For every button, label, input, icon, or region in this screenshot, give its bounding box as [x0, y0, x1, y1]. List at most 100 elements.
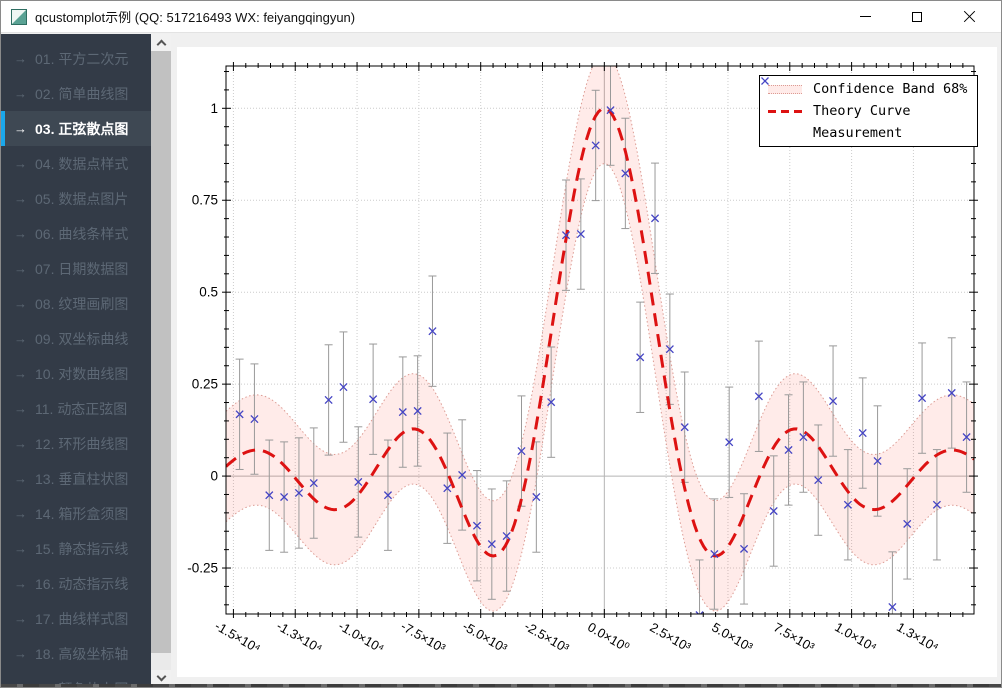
arrow-right-icon: →	[14, 611, 27, 626]
sidebar-item-label: 18. 高级坐标轴	[35, 645, 129, 662]
chart-legend: Confidence Band 68% Theory Curve Measureme…	[759, 75, 979, 147]
svg-text:-7.5×10³: -7.5×10³	[398, 618, 448, 656]
scroll-up-button[interactable]	[151, 34, 171, 51]
sidebar-scrollbar[interactable]	[151, 34, 171, 687]
sidebar-item-label: 11. 动态正弦图	[35, 400, 128, 417]
sidebar-item-label: 17. 曲线样式图	[35, 610, 129, 627]
legend-dashed-line-icon	[766, 109, 804, 113]
svg-text:2.5×10³: 2.5×10³	[647, 619, 694, 655]
arrow-right-icon: →	[14, 401, 27, 416]
sidebar-item-12[interactable]: → 12. 环形曲线图	[1, 426, 151, 461]
sidebar-item-14[interactable]: → 14. 箱形盒须图	[1, 496, 151, 531]
legend-label: Confidence Band 68%	[813, 81, 968, 97]
sidebar-item-18[interactable]: → 18. 高级坐标轴	[1, 636, 151, 671]
svg-text:-0.25: -0.25	[187, 561, 218, 576]
arrow-right-icon: →	[14, 296, 27, 311]
arrow-right-icon: →	[14, 191, 27, 206]
arrow-right-icon: →	[14, 156, 27, 171]
svg-text:7.5×10³: 7.5×10³	[771, 619, 818, 655]
sidebar-item-label: 06. 曲线条样式	[35, 225, 129, 242]
sidebar-item-10[interactable]: → 10. 对数曲线图	[1, 356, 151, 391]
sidebar-item-7[interactable]: → 07. 日期数据图	[1, 251, 151, 286]
sidebar-item-label: 03. 正弦散点图	[35, 120, 129, 137]
main-area: -0.25 0 0.25 0.5 0.75 1 -1.5×10⁴ -1.3×10⁴ -1.0×1…	[171, 34, 1001, 687]
close-icon	[963, 10, 976, 23]
svg-text:-1.3×10⁴: -1.3×10⁴	[274, 618, 325, 656]
arrow-right-icon: →	[14, 226, 27, 241]
sidebar-item-label: 08. 纹理画刷图	[35, 295, 129, 312]
sidebar-item-label: 13. 垂直柱状图	[35, 470, 129, 487]
sidebar-item-label: 05. 数据点图片	[35, 190, 129, 207]
close-button[interactable]	[943, 1, 995, 32]
sidebar-item-6[interactable]: → 06. 曲线条样式	[1, 216, 151, 251]
legend-label: Measurement	[813, 125, 903, 141]
svg-text:0.75: 0.75	[192, 193, 218, 208]
legend-item: Theory Curve	[766, 100, 967, 122]
svg-text:0: 0	[210, 469, 218, 484]
app-icon	[11, 8, 27, 25]
legend-band-icon	[766, 84, 804, 94]
svg-text:1.3×10⁴: 1.3×10⁴	[894, 619, 941, 655]
sidebar-item-label: 19. 颜色热力图	[35, 679, 128, 688]
sidebar-item-8[interactable]: → 08. 纹理画刷图	[1, 286, 151, 321]
sidebar-item-3[interactable]: → 03. 正弦散点图	[1, 111, 151, 146]
scroll-down-button[interactable]	[151, 670, 171, 687]
sidebar-item-1[interactable]: → 01. 平方二次元	[1, 41, 151, 76]
svg-text:5.0×10³: 5.0×10³	[709, 619, 756, 655]
sidebar-item-16[interactable]: → 16. 动态指示线	[1, 566, 151, 601]
sidebar-menu: → 01. 平方二次元 → 02. 简单曲线图 → 03. 正弦散点图 → 04. 数据点样式…	[1, 34, 151, 687]
minimize-icon	[859, 16, 871, 17]
legend-label: Theory Curve	[813, 103, 911, 119]
scrollbar-thumb[interactable]	[151, 51, 171, 653]
chevron-down-icon	[156, 671, 166, 682]
sidebar-item-label: 14. 箱形盒须图	[35, 505, 129, 522]
plot-widget: -0.25 0 0.25 0.5 0.75 1 -1.5×10⁴ -1.3×10⁴ -1.0×1…	[177, 47, 997, 677]
arrow-right-icon: →	[14, 51, 27, 66]
svg-text:-5.0×10³: -5.0×10³	[460, 618, 510, 656]
arrow-right-icon: →	[14, 471, 27, 486]
window-title: qcustomplot示例 (QQ: 517216493 WX: feiyang…	[35, 10, 356, 25]
sidebar-item-13[interactable]: → 13. 垂直柱状图	[1, 461, 151, 496]
legend-item: Measurement	[761, 77, 967, 144]
sidebar-item-4[interactable]: → 04. 数据点样式	[1, 146, 151, 181]
background-window-edge	[1, 684, 1001, 687]
svg-text:-1.5×10⁴: -1.5×10⁴	[212, 618, 263, 656]
legend-item: Confidence Band 68%	[766, 78, 967, 100]
title-bar: qcustomplot示例 (QQ: 517216493 WX: feiyang…	[1, 1, 1001, 33]
sidebar-item-15[interactable]: → 15. 静态指示线	[1, 531, 151, 566]
arrow-right-icon: →	[14, 646, 27, 661]
sinc-scatter-chart[interactable]: -0.25 0 0.25 0.5 0.75 1 -1.5×10⁴ -1.3×10⁴ -1.0×1…	[177, 47, 997, 677]
svg-text:-1.0×10⁴: -1.0×10⁴	[336, 618, 387, 656]
sidebar-item-label: 10. 对数曲线图	[35, 365, 129, 382]
svg-text:-2.5×10³: -2.5×10³	[522, 618, 572, 656]
sidebar-item-label: 12. 环形曲线图	[35, 435, 129, 452]
svg-text:0.5: 0.5	[199, 285, 218, 300]
arrow-right-icon: →	[14, 436, 27, 451]
arrow-right-icon: →	[14, 506, 27, 521]
arrow-right-icon: →	[14, 576, 27, 591]
svg-text:0.25: 0.25	[192, 377, 218, 392]
sidebar-item-9[interactable]: → 09. 双坐标曲线	[1, 321, 151, 356]
sidebar-item-17[interactable]: → 17. 曲线样式图	[1, 601, 151, 636]
sidebar-item-label: 02. 简单曲线图	[35, 85, 129, 102]
arrow-right-icon: →	[14, 331, 27, 346]
arrow-right-icon: →	[14, 261, 27, 276]
minimize-button[interactable]	[839, 1, 891, 32]
svg-text:0.0×10⁰: 0.0×10⁰	[585, 619, 632, 655]
sidebar-item-label: 09. 双坐标曲线	[35, 330, 129, 347]
svg-text:1.0×10⁴: 1.0×10⁴	[832, 619, 879, 655]
sidebar-item-2[interactable]: → 02. 简单曲线图	[1, 76, 151, 111]
maximize-icon	[912, 11, 922, 22]
sidebar-item-11[interactable]: → 11. 动态正弦图	[1, 391, 151, 426]
window-controls	[839, 1, 1001, 32]
sidebar-item-5[interactable]: → 05. 数据点图片	[1, 181, 151, 216]
svg-text:1: 1	[210, 101, 218, 116]
arrow-right-icon: →	[14, 366, 27, 381]
sidebar-item-label: 07. 日期数据图	[35, 260, 129, 277]
sidebar-item-label: 15. 静态指示线	[35, 540, 129, 557]
maximize-button[interactable]	[891, 1, 943, 32]
chevron-up-icon	[156, 39, 166, 50]
sidebar-item-label: 01. 平方二次元	[35, 50, 129, 67]
arrow-right-icon: →	[14, 86, 27, 101]
